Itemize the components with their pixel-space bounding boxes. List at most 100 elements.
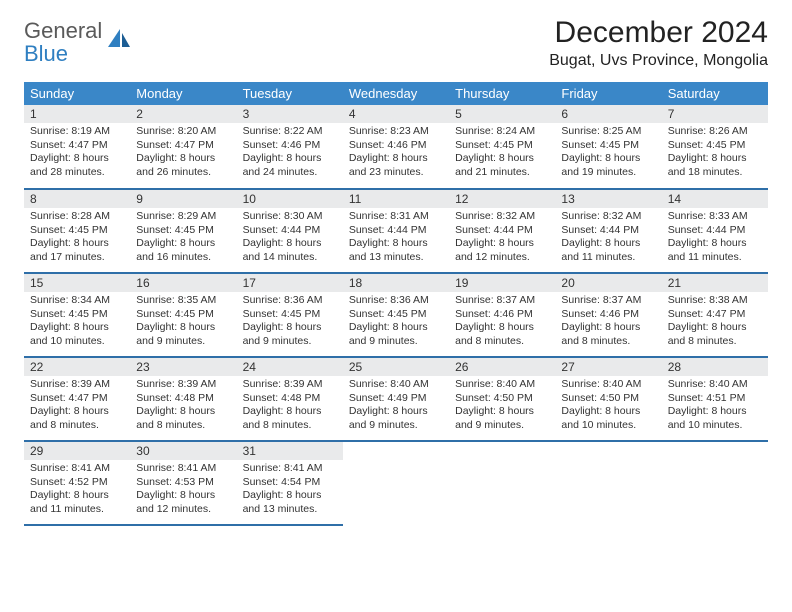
day-number: 30 (130, 442, 236, 460)
sunset-text: Sunset: 4:54 PM (243, 476, 337, 490)
sunrise-text: Sunrise: 8:34 AM (30, 294, 124, 308)
day-number: 9 (130, 190, 236, 208)
daylight-text-2: and 11 minutes. (668, 251, 762, 265)
daylight-text-2: and 28 minutes. (30, 166, 124, 180)
day-details: Sunrise: 8:28 AMSunset: 4:45 PMDaylight:… (24, 208, 130, 269)
day-details: Sunrise: 8:40 AMSunset: 4:50 PMDaylight:… (449, 376, 555, 437)
sunrise-text: Sunrise: 8:29 AM (136, 210, 230, 224)
daylight-text-2: and 24 minutes. (243, 166, 337, 180)
sunrise-text: Sunrise: 8:25 AM (561, 125, 655, 139)
day-details: Sunrise: 8:37 AMSunset: 4:46 PMDaylight:… (449, 292, 555, 353)
sunrise-text: Sunrise: 8:23 AM (349, 125, 443, 139)
sunset-text: Sunset: 4:47 PM (30, 139, 124, 153)
daylight-text-1: Daylight: 8 hours (561, 405, 655, 419)
daylight-text-2: and 8 minutes. (136, 419, 230, 433)
day-number: 18 (343, 274, 449, 292)
daylight-text-1: Daylight: 8 hours (243, 237, 337, 251)
day-details: Sunrise: 8:41 AMSunset: 4:52 PMDaylight:… (24, 460, 130, 521)
daylight-text-2: and 26 minutes. (136, 166, 230, 180)
daylight-text-1: Daylight: 8 hours (668, 152, 762, 166)
day-number: 13 (555, 190, 661, 208)
daylight-text-1: Daylight: 8 hours (668, 405, 762, 419)
day-number: 16 (130, 274, 236, 292)
sunrise-text: Sunrise: 8:37 AM (455, 294, 549, 308)
day-details: Sunrise: 8:40 AMSunset: 4:51 PMDaylight:… (662, 376, 768, 437)
day-number: 14 (662, 190, 768, 208)
daylight-text-1: Daylight: 8 hours (136, 489, 230, 503)
daylight-text-1: Daylight: 8 hours (668, 321, 762, 335)
day-number: 31 (237, 442, 343, 460)
day-details: Sunrise: 8:39 AMSunset: 4:48 PMDaylight:… (130, 376, 236, 437)
day-number: 29 (24, 442, 130, 460)
calendar-day-cell: 11Sunrise: 8:31 AMSunset: 4:44 PMDayligh… (343, 189, 449, 273)
daylight-text-1: Daylight: 8 hours (30, 237, 124, 251)
calendar-day-cell: 23Sunrise: 8:39 AMSunset: 4:48 PMDayligh… (130, 357, 236, 441)
sunset-text: Sunset: 4:47 PM (30, 392, 124, 406)
daylight-text-2: and 8 minutes. (243, 419, 337, 433)
calendar-day-cell: 3Sunrise: 8:22 AMSunset: 4:46 PMDaylight… (237, 105, 343, 189)
sunset-text: Sunset: 4:50 PM (455, 392, 549, 406)
sunset-text: Sunset: 4:44 PM (349, 224, 443, 238)
daylight-text-2: and 12 minutes. (136, 503, 230, 517)
day-number: 5 (449, 105, 555, 123)
sunrise-text: Sunrise: 8:35 AM (136, 294, 230, 308)
sail-icon (106, 27, 132, 58)
sunrise-text: Sunrise: 8:37 AM (561, 294, 655, 308)
day-details: Sunrise: 8:33 AMSunset: 4:44 PMDaylight:… (662, 208, 768, 269)
daylight-text-2: and 8 minutes. (561, 335, 655, 349)
day-details: Sunrise: 8:24 AMSunset: 4:45 PMDaylight:… (449, 123, 555, 184)
calendar-day-cell: 12Sunrise: 8:32 AMSunset: 4:44 PMDayligh… (449, 189, 555, 273)
calendar-week-row: 22 Sunrise: 8:39 AMSunset: 4:47 PM Dayligh… (24, 357, 768, 441)
day-details: Sunrise: 8:36 AMSunset: 4:45 PMDaylight:… (237, 292, 343, 353)
sunset-text: Sunset: 4:44 PM (455, 224, 549, 238)
daylight-text-2: and 14 minutes. (243, 251, 337, 265)
weekday-header: Saturday (662, 82, 768, 105)
daylight-text-1: Daylight: 8 hours (243, 489, 337, 503)
sunset-text: Sunset: 4:52 PM (30, 476, 124, 490)
daylight-text-1: Daylight: 8 hours (136, 321, 230, 335)
daylight-text-1: Daylight: 8 hours (455, 237, 549, 251)
daylight-text-1: Daylight: 8 hours (349, 152, 443, 166)
calendar-day-cell: 13Sunrise: 8:32 AMSunset: 4:44 PMDayligh… (555, 189, 661, 273)
sunrise-text: Sunrise: 8:41 AM (30, 462, 124, 476)
calendar-day-cell: 2Sunrise: 8:20 AMSunset: 4:47 PMDaylight… (130, 105, 236, 189)
day-number: 6 (555, 105, 661, 123)
calendar-day-cell: 15Sunrise: 8:34 AMSunset: 4:45 PMDayligh… (24, 273, 130, 357)
sunrise-text: Sunrise: 8:36 AM (349, 294, 443, 308)
weekday-header: Tuesday (237, 82, 343, 105)
daylight-text-1: Daylight: 8 hours (136, 237, 230, 251)
calendar-day-cell: 7Sunrise: 8:26 AMSunset: 4:45 PMDaylight… (662, 105, 768, 189)
calendar-day-cell: 18Sunrise: 8:36 AMSunset: 4:45 PMDayligh… (343, 273, 449, 357)
day-number: 22 (24, 358, 130, 376)
day-number: 11 (343, 190, 449, 208)
sunrise-text: Sunrise: 8:39 AM (30, 378, 124, 392)
day-details: Sunrise: 8:20 AMSunset: 4:47 PMDaylight:… (130, 123, 236, 184)
daylight-text-2: and 11 minutes. (30, 503, 124, 517)
daylight-text-1: Daylight: 8 hours (561, 152, 655, 166)
daylight-text-2: and 8 minutes. (30, 419, 124, 433)
daylight-text-2: and 13 minutes. (349, 251, 443, 265)
sunrise-text: Sunrise: 8:40 AM (561, 378, 655, 392)
day-details: Sunrise: 8:37 AMSunset: 4:46 PMDaylight:… (555, 292, 661, 353)
sunset-text: Sunset: 4:50 PM (561, 392, 655, 406)
daylight-text-2: and 19 minutes. (561, 166, 655, 180)
sunset-text: Sunset: 4:44 PM (668, 224, 762, 238)
calendar-week-row: 15Sunrise: 8:34 AMSunset: 4:45 PMDayligh… (24, 273, 768, 357)
calendar-day-cell: 28Sunrise: 8:40 AMSunset: 4:51 PMDayligh… (662, 357, 768, 441)
calendar-week-row: 29Sunrise: 8:41 AMSunset: 4:52 PMDayligh… (24, 441, 768, 525)
logo: General Blue (24, 16, 132, 65)
sunset-text: Sunset: 4:48 PM (136, 392, 230, 406)
daylight-text-1: Daylight: 8 hours (30, 489, 124, 503)
weekday-header: Friday (555, 82, 661, 105)
day-details: Sunrise: 8:25 AMSunset: 4:45 PMDaylight:… (555, 123, 661, 184)
sunset-text: Sunset: 4:45 PM (243, 308, 337, 322)
daylight-text-1: Daylight: 8 hours (243, 321, 337, 335)
daylight-text-2: and 13 minutes. (243, 503, 337, 517)
calendar-day-cell: 20Sunrise: 8:37 AMSunset: 4:46 PMDayligh… (555, 273, 661, 357)
calendar-day-cell: 29Sunrise: 8:41 AMSunset: 4:52 PMDayligh… (24, 441, 130, 525)
logo-blue: Blue (24, 43, 102, 65)
daylight-text-1: Daylight: 8 hours (455, 321, 549, 335)
daylight-text-2: and 9 minutes. (455, 419, 549, 433)
sunset-text: Sunset: 4:47 PM (136, 139, 230, 153)
sunset-text: Sunset: 4:53 PM (136, 476, 230, 490)
